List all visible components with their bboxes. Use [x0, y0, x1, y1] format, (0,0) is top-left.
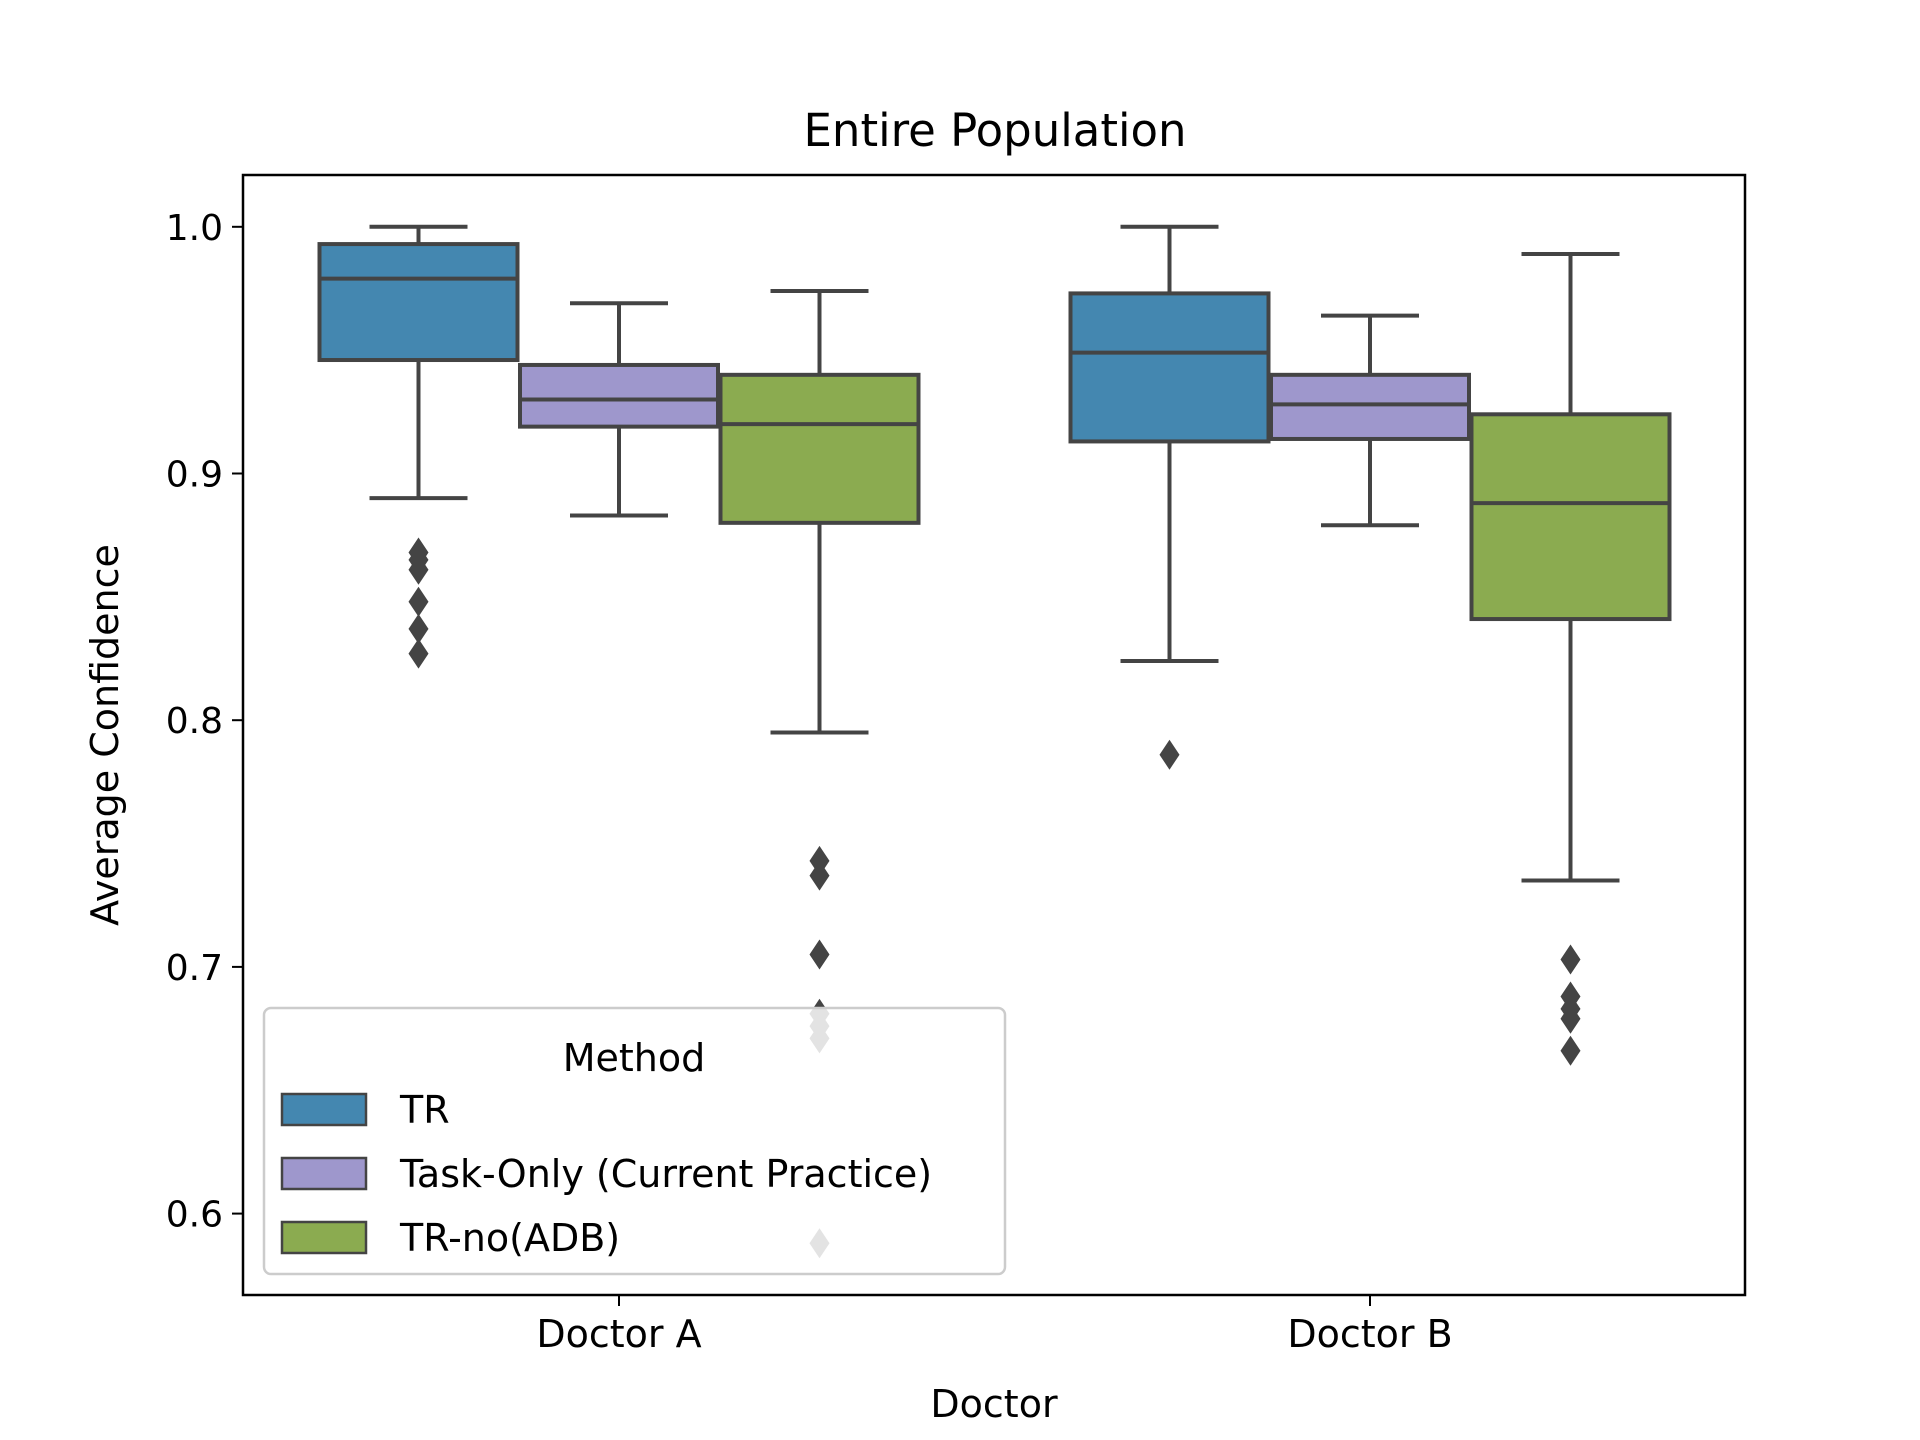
outlier-point: [1560, 1003, 1581, 1034]
iqr-box: [718, 372, 921, 525]
iqr-box: [1469, 412, 1672, 622]
outlier-point: [408, 638, 429, 669]
legend-swatch: [280, 1092, 368, 1127]
x-tick-label: Doctor B: [1287, 1312, 1452, 1356]
legend-item: TR-no(ADB): [280, 1216, 620, 1260]
outlier-point: [809, 860, 830, 891]
outlier-point: [1159, 739, 1180, 770]
box-series-0-doctor-0: [317, 224, 520, 669]
legend-item: Task-Only (Current Practice): [280, 1152, 932, 1196]
y-tick-label: 0.6: [166, 1195, 223, 1236]
x-tick-label: Doctor A: [536, 1312, 701, 1356]
box-series-1-doctor-1: [1269, 313, 1471, 528]
iqr-box: [1068, 291, 1271, 444]
box-series-2-doctor-1: [1469, 251, 1672, 1066]
legend-label: TR: [399, 1088, 450, 1132]
box-series-2-doctor-0: [718, 288, 921, 1259]
legend-swatch: [280, 1220, 368, 1255]
y-tick-label: 0.8: [166, 701, 223, 742]
outlier-point: [408, 613, 429, 644]
x-axis-label: Doctor: [930, 1382, 1058, 1426]
plot-area: [317, 224, 1672, 1259]
y-tick-label: 0.7: [166, 948, 223, 989]
iqr-box: [317, 242, 520, 363]
outlier-point: [1560, 1035, 1581, 1066]
box-series-1-doctor-0: [518, 301, 720, 518]
y-tick-label: 0.9: [166, 455, 223, 496]
chart-title: Entire Population: [803, 104, 1186, 157]
axes: 0.6 0.7 0.8 0.9 1.0 Doctor A Doctor B: [166, 208, 1453, 1356]
legend: Method TR Task-Only (Current Practice) TR-n…: [262, 1006, 1007, 1276]
legend-frame: [262, 1006, 1007, 1276]
outlier-point: [1560, 944, 1581, 975]
outlier-point: [408, 554, 429, 585]
box-series-0-doctor-1: [1068, 224, 1271, 770]
legend-item: TR: [280, 1088, 450, 1132]
legend-swatch: [280, 1156, 368, 1191]
y-tick-label: 1.0: [166, 208, 223, 249]
outlier-point: [408, 586, 429, 617]
iqr-box: [1269, 372, 1471, 441]
outlier-point: [809, 939, 830, 970]
iqr-box: [518, 362, 720, 429]
y-axis-label: Average Confidence: [83, 544, 127, 926]
plot-frame: [241, 173, 1747, 1297]
legend-label: TR-no(ADB): [399, 1216, 620, 1260]
legend-title: Method: [563, 1036, 706, 1080]
legend-label: Task-Only (Current Practice): [399, 1152, 932, 1196]
